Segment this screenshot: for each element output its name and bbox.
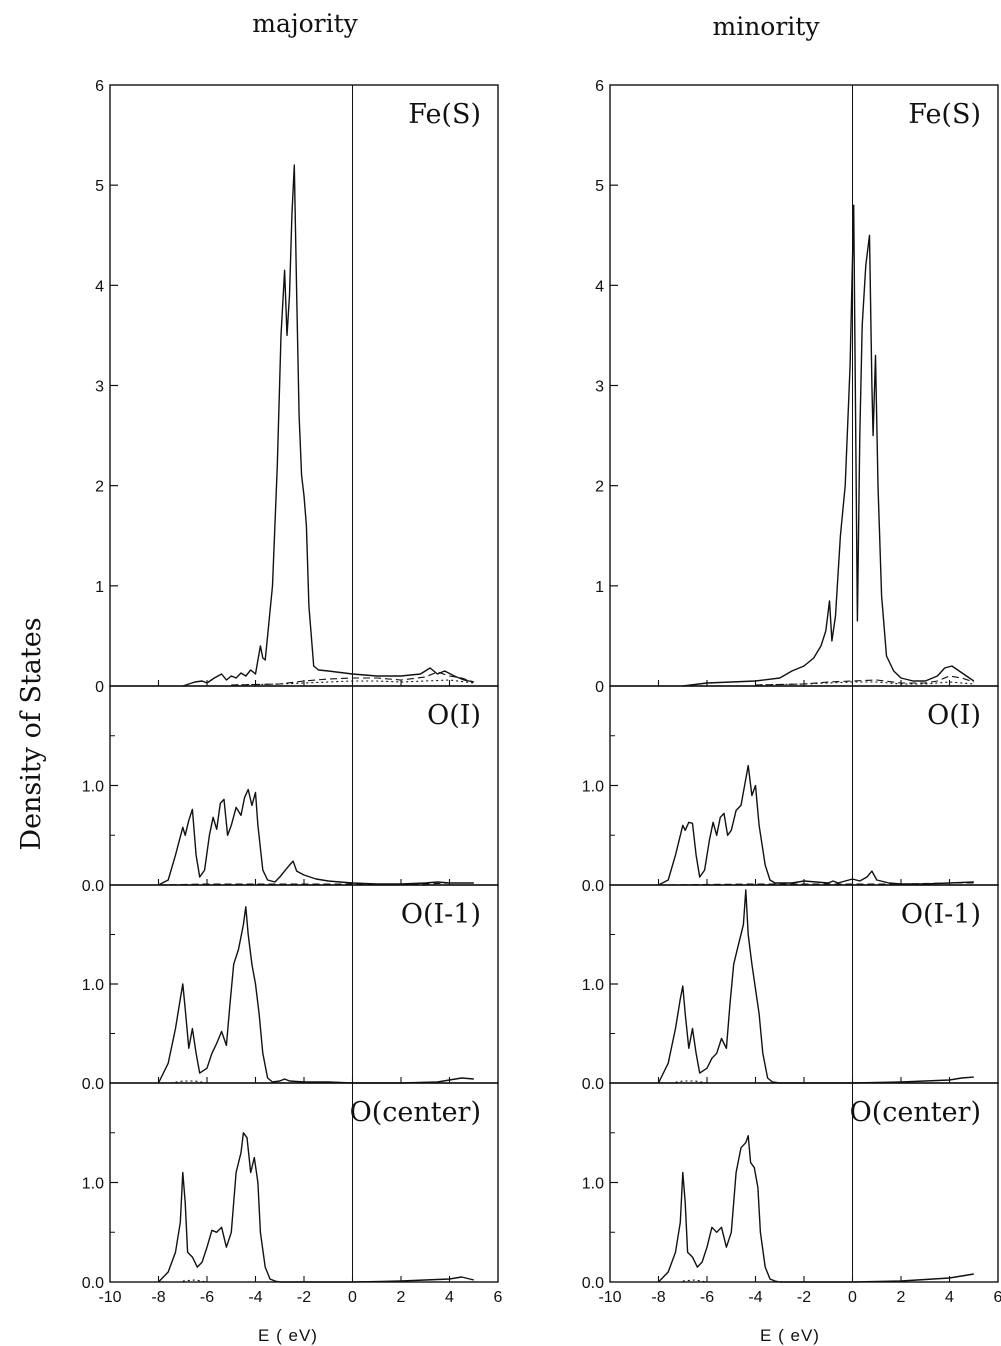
- x-tick-label: 6: [994, 1289, 1001, 1306]
- dos-curve-dotted: [755, 681, 974, 686]
- y-tick-label: 2: [95, 479, 104, 496]
- x-tick-label: -10: [98, 1289, 121, 1306]
- x-tick-label: 0: [848, 1289, 857, 1306]
- x-tick-label: 6: [494, 1289, 503, 1306]
- x-tick-label: -2: [797, 1289, 811, 1306]
- x-tick-label: -4: [248, 1289, 262, 1306]
- x-tick-label: -4: [748, 1289, 762, 1306]
- panel-label: O(I-1): [901, 899, 981, 930]
- x-tick-label: 4: [945, 1289, 954, 1306]
- column-title-minority: minority: [713, 12, 821, 41]
- panel-majority-fe-s: 0 1 2 3 4 5 6 Fe(S): [95, 78, 499, 696]
- y-tick-label: 0: [595, 679, 604, 696]
- x-axis-label-minority: E ( eV): [760, 1326, 820, 1345]
- y-tick-label: 1.0: [582, 977, 604, 994]
- y-tick-label: 0: [95, 679, 104, 696]
- y-tick-label: 5: [595, 178, 604, 195]
- panel-majority-o-center: 0.0 1.0 -10 -8 -6 -4 -2 0 2 4 6 O(center): [82, 1082, 503, 1306]
- y-tick-label: 2: [595, 479, 604, 496]
- dos-curve-dashed: [755, 675, 974, 686]
- y-tick-label: 0.0: [582, 1076, 604, 1093]
- panel-label: O(center): [350, 1097, 481, 1128]
- y-tick-label: 1: [595, 579, 604, 596]
- dos-curve-dotted: [682, 1279, 708, 1283]
- y-tick-label: 6: [95, 78, 104, 95]
- panel-majority-o-i-1: 0.0 1.0 O(I-1): [82, 884, 499, 1093]
- panel-frame: [109, 84, 499, 687]
- y-tick-label: 0.0: [82, 1275, 104, 1292]
- x-tick-label: 0: [348, 1289, 357, 1306]
- x-tick-label: 2: [897, 1289, 906, 1306]
- x-tick-label: -8: [651, 1289, 665, 1306]
- y-tick-label: 4: [595, 278, 604, 295]
- panel-minority-o-i: 0.0 1.0 O(I): [582, 685, 999, 895]
- panel-label: O(I): [427, 700, 481, 731]
- dos-curve-solid: [157, 906, 474, 1084]
- dos-curve-dashed: [231, 671, 474, 686]
- dos-curve-solid: [158, 788, 474, 886]
- dos-curve-solid: [682, 204, 975, 687]
- panel-label: O(I): [927, 700, 981, 731]
- panel-minority-fe-s: 0 1 2 3 4 5 6 Fe(S): [595, 78, 999, 696]
- panel-minority-o-center: 0.0 1.0 -10 -8 -6 -4 -2 0 2 4 6 O(center): [582, 1082, 1001, 1306]
- panel-frame: [609, 84, 999, 687]
- dos-curve-dotted: [170, 1080, 208, 1084]
- y-tick-label: 1.0: [582, 779, 604, 796]
- y-tick-label: 0.0: [82, 1076, 104, 1093]
- y-tick-label: 1.0: [82, 977, 104, 994]
- dos-curve-solid: [658, 764, 974, 886]
- y-tick-label: 1.0: [82, 779, 104, 796]
- x-axis-label-majority: E ( eV): [258, 1326, 318, 1345]
- y-axis-label: Density of States: [16, 617, 47, 850]
- y-tick-label: 0.0: [582, 1275, 604, 1292]
- y-tick-label: 4: [95, 278, 104, 295]
- y-tick-label: 1.0: [82, 1176, 104, 1193]
- x-tick-label: -6: [700, 1289, 714, 1306]
- panel-label: O(center): [850, 1097, 981, 1128]
- dos-curve-solid: [657, 1134, 974, 1283]
- panel-majority-o-i: 0.0 1.0 O(I): [82, 685, 499, 895]
- dos-curve-solid: [182, 164, 474, 687]
- panel-label: O(I-1): [401, 899, 481, 930]
- panel-minority-o-i-1: 0.0 1.0 O(I-1): [582, 884, 999, 1093]
- y-tick-label: 5: [95, 178, 104, 195]
- x-tick-label: -8: [151, 1289, 165, 1306]
- dos-curve-dashed: [658, 882, 974, 886]
- y-tick-label: 3: [95, 379, 104, 396]
- panel-label: Fe(S): [408, 99, 481, 130]
- x-tick-label: 2: [397, 1289, 406, 1306]
- x-tick-label: 4: [445, 1289, 454, 1306]
- dos-curve-dotted: [231, 679, 474, 686]
- column-title-majority: majority: [252, 9, 358, 38]
- dos-curve-dotted: [182, 1279, 208, 1283]
- x-tick-label: -6: [200, 1289, 214, 1306]
- x-tick-label: -2: [297, 1289, 311, 1306]
- y-tick-label: 1.0: [582, 1176, 604, 1193]
- y-tick-label: 6: [595, 78, 604, 95]
- y-tick-label: 3: [595, 379, 604, 396]
- y-tick-label: 0.0: [82, 878, 104, 895]
- dos-curve-dotted: [670, 1080, 708, 1084]
- panel-label: Fe(S): [908, 99, 981, 130]
- y-tick-label: 0.0: [582, 878, 604, 895]
- plot-panels: 0 1 2 3 4 5 6 Fe(S) 0.0 1.0 O(I) 0.0 1.0 O(I-1) 0.0 1.0…: [82, 78, 1001, 1306]
- x-tick-label: -10: [598, 1289, 621, 1306]
- y-tick-label: 1: [95, 579, 104, 596]
- dos-curve-solid: [157, 1132, 474, 1283]
